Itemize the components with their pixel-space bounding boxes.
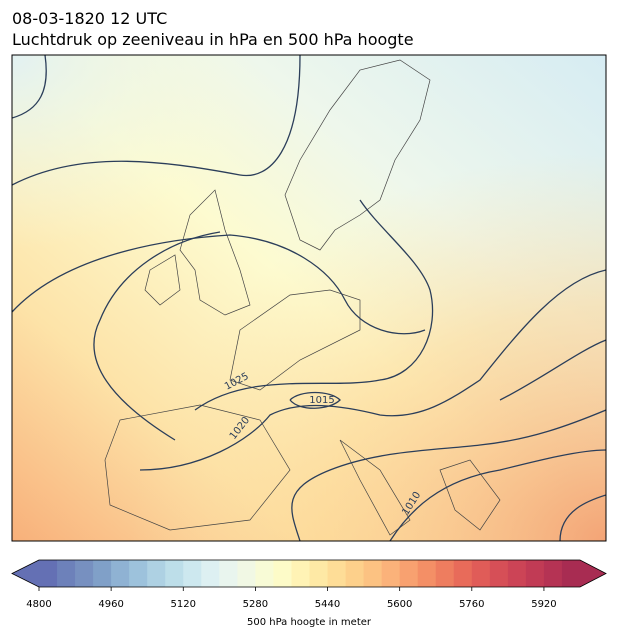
colorbar-segment bbox=[39, 560, 58, 587]
colorbar-tick-label: 4800 bbox=[26, 599, 51, 610]
colorbar-segment bbox=[111, 560, 130, 587]
colorbar-segment bbox=[93, 560, 112, 587]
title: 08-03-1820 12 UTC bbox=[12, 9, 167, 28]
colorbar-extend bbox=[12, 560, 39, 587]
colorbar-frame bbox=[11, 559, 607, 588]
colorbar-segment bbox=[75, 560, 94, 587]
colorbar-tick-label: 5600 bbox=[387, 599, 412, 610]
colorbar-segment bbox=[525, 560, 545, 587]
colorbar-segment bbox=[147, 560, 166, 587]
colorbar-segment bbox=[57, 560, 76, 587]
colorbar-extend bbox=[580, 560, 606, 587]
colorbar-segment bbox=[273, 560, 292, 587]
colorbar-segment bbox=[417, 560, 437, 587]
colorbar-segment bbox=[471, 560, 491, 587]
colorbar-segment bbox=[507, 560, 527, 587]
colorbar-tick-label: 5120 bbox=[171, 599, 196, 610]
colorbar-tick-label: 5440 bbox=[315, 599, 340, 610]
colorbar-tick-label: 5920 bbox=[531, 599, 556, 610]
colorbar-label: 500 hPa hoogte in meter bbox=[247, 617, 372, 628]
colorbar-segment bbox=[255, 560, 274, 587]
colorbar-segment bbox=[165, 560, 184, 587]
colorbar-segment bbox=[453, 560, 473, 587]
colorbar-segment bbox=[237, 560, 256, 587]
colorbar-segment bbox=[399, 560, 419, 587]
contour-label: 1015 bbox=[309, 395, 334, 406]
colorbar-segment bbox=[363, 560, 383, 587]
colorbar-segment bbox=[309, 560, 329, 587]
colorbar-segment bbox=[201, 560, 220, 587]
map: 1025 1020 1015 1010 bbox=[12, 55, 606, 541]
colorbar-segment bbox=[561, 560, 581, 587]
colorbar-segment bbox=[489, 560, 509, 587]
colorbar: 4800 4960 5120 5280 5440 5600 5760 5920 bbox=[11, 559, 607, 610]
colorbar-segment bbox=[381, 560, 401, 587]
colorbar-segment bbox=[327, 560, 347, 587]
colorbar-segment bbox=[543, 560, 563, 587]
colorbar-segment bbox=[129, 560, 148, 587]
colorbar-segment bbox=[345, 560, 365, 587]
colorbar-tick-label: 5280 bbox=[243, 599, 268, 610]
colorbar-segment bbox=[435, 560, 455, 587]
colorbar-segment bbox=[219, 560, 238, 587]
colorbar-segment bbox=[291, 560, 310, 587]
colorbar-tick-label: 4960 bbox=[98, 599, 123, 610]
colorbar-tick-label: 5760 bbox=[459, 599, 484, 610]
colorbar-segment bbox=[183, 560, 202, 587]
subtitle: Luchtdruk op zeeniveau in hPa en 500 hPa… bbox=[12, 30, 414, 49]
map-frame bbox=[11, 54, 607, 542]
